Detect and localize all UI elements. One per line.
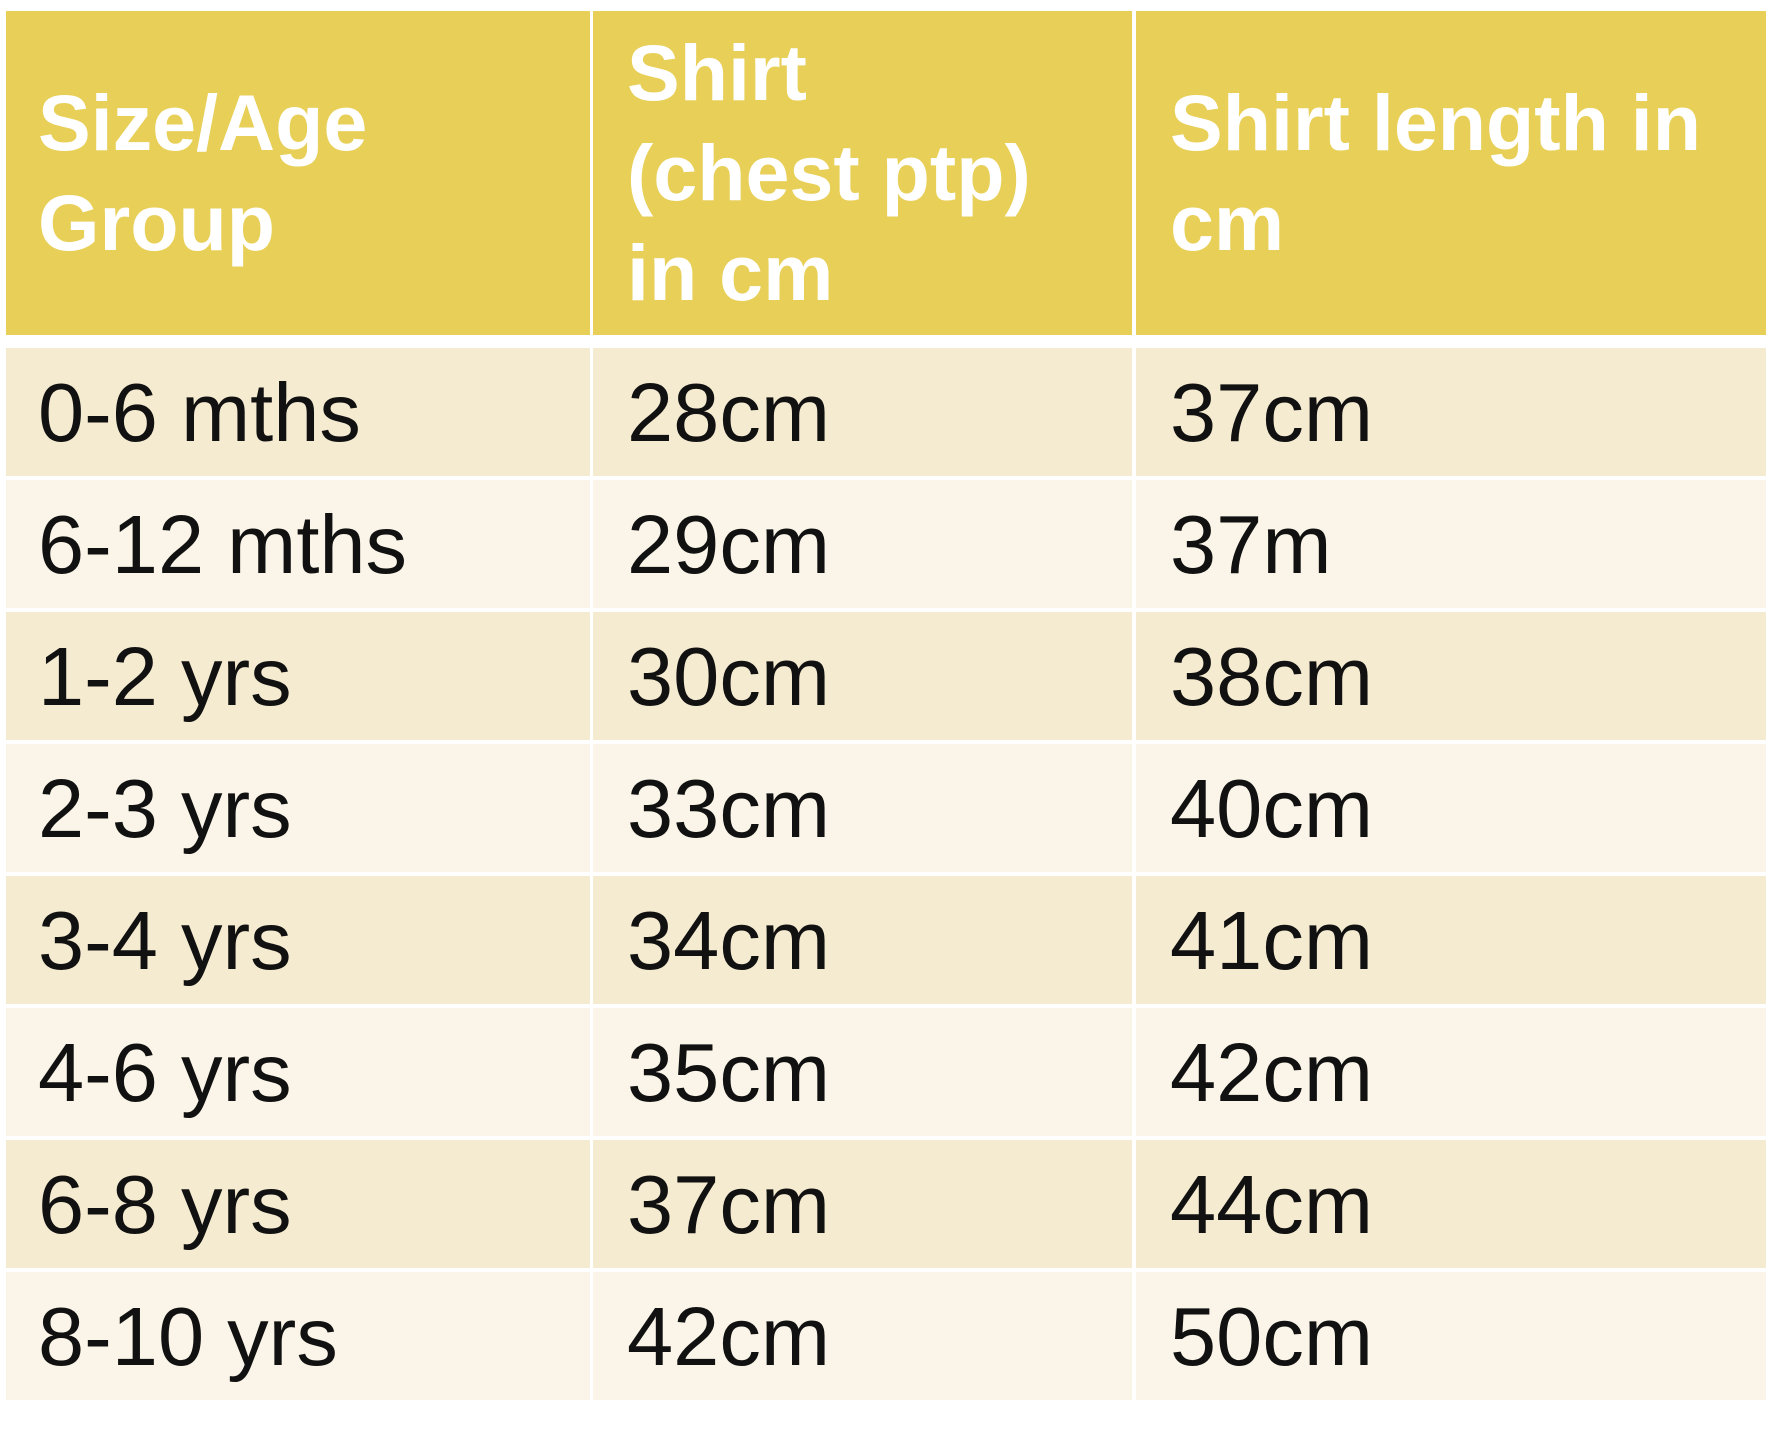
table-cell: 30cm: [593, 612, 1132, 740]
table-cell: 42cm: [1136, 1008, 1766, 1136]
table-cell: 37cm: [593, 1140, 1132, 1268]
header-cell: Size/Age Group: [6, 11, 590, 335]
table-cell: 2-3 yrs: [6, 744, 590, 872]
table-cell: 34cm: [593, 876, 1132, 1004]
table-cell: 40cm: [1136, 744, 1766, 872]
header-cell: Shirt length in cm: [1136, 11, 1766, 335]
header-cell: Shirt (chest ptp) in cm: [593, 11, 1132, 335]
table-cell: 38cm: [1136, 612, 1766, 740]
table-cell: 33cm: [593, 744, 1132, 872]
table-cell: 28cm: [593, 348, 1132, 476]
table-cell: 6-12 mths: [6, 480, 590, 608]
table-cell: 35cm: [593, 1008, 1132, 1136]
table-cell: 29cm: [593, 480, 1132, 608]
table-cell: 8-10 yrs: [6, 1272, 590, 1400]
table-cell: 37cm: [1136, 348, 1766, 476]
table-cell: 41cm: [1136, 876, 1766, 1004]
table-cell: 6-8 yrs: [6, 1140, 590, 1268]
table-cell: 44cm: [1136, 1140, 1766, 1268]
table-cell: 0-6 mths: [6, 348, 590, 476]
table-cell: 50cm: [1136, 1272, 1766, 1400]
table-cell: 3-4 yrs: [6, 876, 590, 1004]
table-cell: 37m: [1136, 480, 1766, 608]
table-cell: 4-6 yrs: [6, 1008, 590, 1136]
size-table: Size/Age Group Shirt (chest ptp) in cm Shi…: [6, 11, 1766, 1404]
table-cell: 1-2 yrs: [6, 612, 590, 740]
table-cell: 42cm: [593, 1272, 1132, 1400]
